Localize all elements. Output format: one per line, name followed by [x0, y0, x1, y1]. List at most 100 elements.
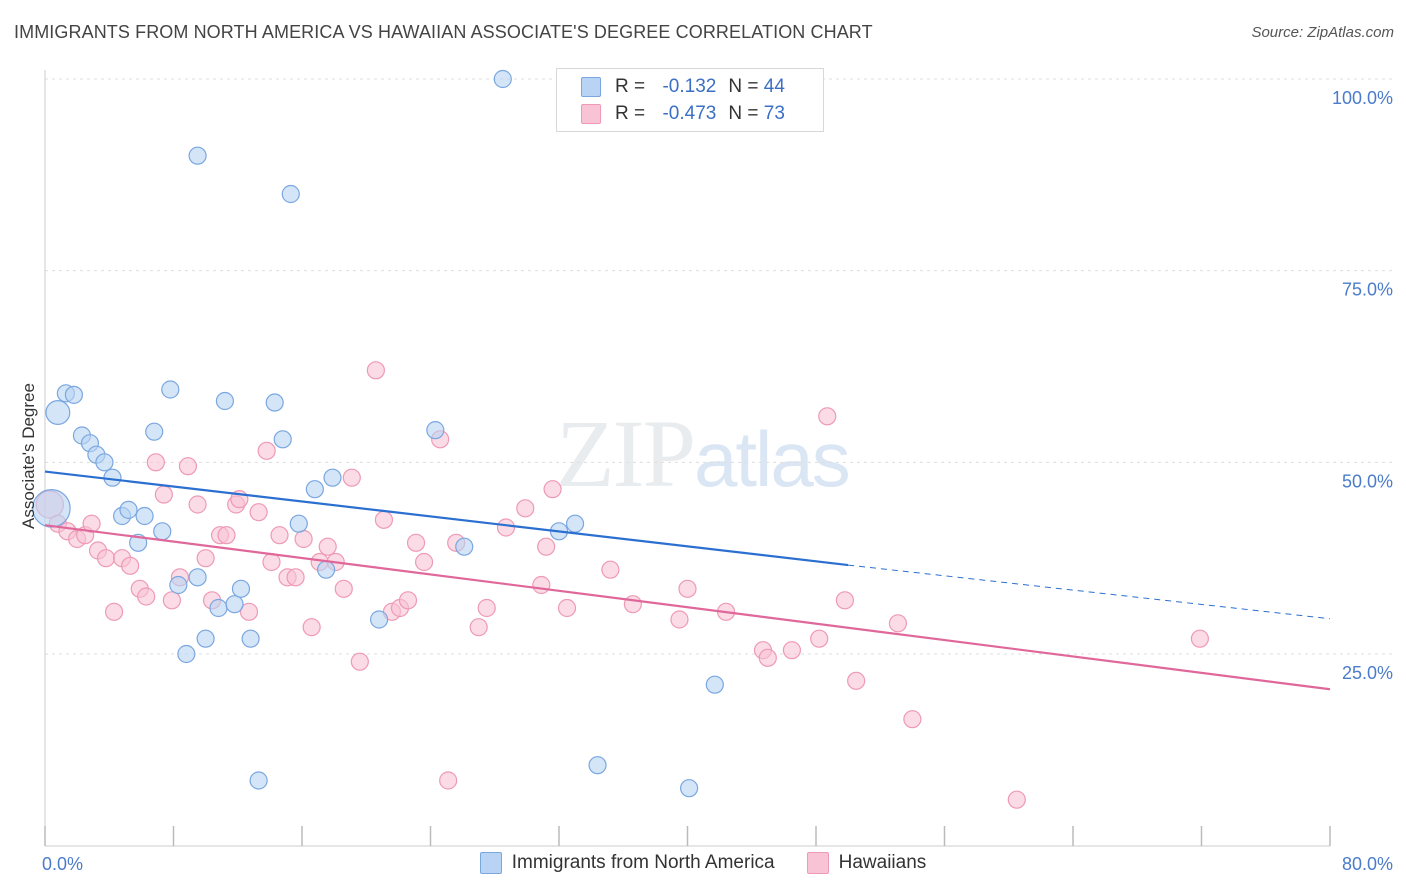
hawaiians-point	[847, 671, 866, 690]
series-legend: Immigrants from North America Hawaiians	[0, 852, 1406, 874]
immigrants-point	[196, 629, 215, 648]
legend-item-immigrants: Immigrants from North America	[479, 852, 775, 874]
immigrants-point	[493, 69, 512, 89]
legend-swatch-immigrants	[479, 852, 502, 874]
hawaiians-point	[601, 560, 620, 579]
hawaiians-point	[270, 526, 289, 545]
hawaiians-point	[818, 407, 837, 426]
legend-n-label: N =	[728, 103, 759, 124]
watermark: ZIPatlas	[556, 398, 851, 509]
hawaiians-point	[623, 595, 642, 614]
hawaiians-point	[366, 361, 385, 380]
hawaiians-point	[262, 552, 281, 572]
immigrants-point	[241, 629, 260, 648]
legend-swatch-blue	[581, 77, 601, 97]
hawaiians-point	[104, 602, 124, 621]
immigrants-point	[273, 430, 292, 449]
y-tick-label-100: 100.0%	[1332, 88, 1393, 108]
legend-r-value-pink: -0.473	[662, 103, 717, 124]
immigrants-point	[32, 489, 71, 528]
immigrants-point	[305, 480, 324, 499]
y-tick-label-50: 50.0%	[1342, 471, 1393, 491]
source-label: Source: ZipAtlas.com	[1251, 24, 1394, 41]
immigrants-point	[323, 468, 342, 487]
watermark-atlas: atlas	[694, 415, 851, 503]
hawaiians-point	[302, 618, 321, 637]
hawaiians-point	[294, 529, 313, 549]
hawaiians-point	[121, 556, 140, 575]
x-tick-label-min: 0.0%	[42, 854, 83, 874]
hawaiians-point	[888, 614, 908, 633]
immigrants-point	[281, 184, 300, 204]
immigrants-trend-extension	[848, 564, 1331, 620]
hawaiians-point	[96, 549, 116, 568]
hawaiians-point	[1190, 629, 1209, 648]
y-tick-label-75: 75.0%	[1342, 280, 1393, 300]
immigrants-point	[455, 537, 474, 556]
hawaiians-point	[196, 549, 215, 568]
immigrants-point	[705, 675, 724, 694]
hawaiians-point	[154, 485, 173, 504]
immigrants-point	[680, 779, 699, 798]
immigrants-point	[119, 500, 138, 519]
legend-n-value-blue: 44	[763, 76, 785, 97]
immigrants-point	[316, 560, 336, 579]
legend-n-value-pink: 73	[763, 103, 785, 124]
immigrants-point	[169, 575, 188, 595]
hawaiians-point	[178, 457, 198, 476]
hawaiians-point	[406, 533, 426, 552]
hawaiians-point	[257, 441, 276, 460]
hawaiians-point	[188, 495, 207, 514]
immigrants-point	[249, 771, 268, 790]
y-tick-label-25: 25.0%	[1342, 663, 1393, 683]
hawaiians-point	[810, 629, 829, 648]
immigrants-point	[188, 146, 207, 165]
immigrants-point	[215, 391, 234, 411]
legend-r-value-blue: -0.132	[662, 76, 717, 97]
immigrants-point	[231, 579, 251, 598]
immigrants-point	[565, 514, 585, 533]
hawaiians-point	[758, 648, 777, 667]
hawaiians-point	[374, 510, 394, 529]
legend-n-label: N =	[728, 76, 759, 97]
hawaiians-point	[318, 537, 337, 556]
hawaiians-point	[334, 579, 353, 598]
hawaiians-point	[239, 602, 259, 621]
hawaiians-point	[137, 587, 156, 606]
legend-item-hawaiians: Hawaiians	[806, 852, 926, 874]
hawaiians-point	[516, 499, 535, 518]
immigrants-point	[153, 522, 172, 541]
hawaiians-point	[350, 652, 369, 671]
hawaiians-point	[782, 641, 802, 660]
hawaiians-point	[162, 591, 181, 610]
legend-label-immigrants: Immigrants from North America	[511, 852, 775, 873]
hawaiians-point	[398, 591, 418, 610]
immigrants-point	[370, 610, 389, 629]
tick-labels: 25.0% 50.0% 75.0% 100.0% 0.0% 80.0%	[42, 88, 1393, 874]
immigrants-point	[289, 514, 308, 533]
immigrants-point	[225, 595, 244, 614]
hawaiians-point	[414, 552, 434, 572]
legend-swatch-pink	[581, 104, 601, 124]
hawaiians-point	[835, 591, 855, 610]
hawaiians-point	[532, 575, 551, 595]
immigrants-point	[426, 421, 445, 440]
trend-lines	[44, 470, 1331, 691]
hawaiians-trend-line	[44, 524, 1331, 691]
hawaiians-point	[496, 518, 516, 537]
legend-r-label: R =	[615, 76, 646, 97]
immigrants-point	[45, 400, 71, 426]
immigrants-point	[161, 380, 180, 399]
immigrants-trend-line	[44, 470, 849, 567]
hawaiians-point	[146, 453, 165, 472]
hawaiians-point	[249, 503, 268, 522]
hawaiians-point	[670, 610, 689, 629]
hawaiians-point	[678, 579, 697, 598]
correlation-legend: R = -0.132 N = 44 R = -0.473 N = 73	[556, 68, 824, 132]
immigrants-point	[188, 568, 207, 587]
chart-title: IMMIGRANTS FROM NORTH AMERICA VS HAWAIIA…	[14, 22, 873, 42]
immigrants-point	[265, 393, 284, 412]
hawaiians-point	[557, 598, 577, 618]
hawaiians-point	[217, 526, 236, 545]
immigrants-point	[209, 598, 228, 618]
